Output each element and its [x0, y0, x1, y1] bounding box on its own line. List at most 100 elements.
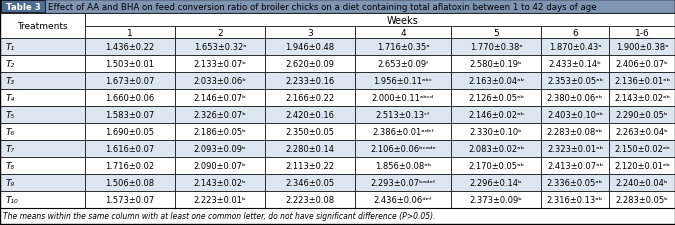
Bar: [355, 90, 451, 106]
Text: 2.283±0.05ᵇ: 2.283±0.05ᵇ: [616, 195, 668, 204]
Text: 2.413±0.07ᵃᵇ: 2.413±0.07ᵃᵇ: [547, 161, 603, 170]
Text: 2.263±0.04ᵇ: 2.263±0.04ᵇ: [616, 127, 668, 136]
Bar: [85, 73, 175, 90]
Text: 2.293±0.07ᵇᵃᵈᵉᶠ: 2.293±0.07ᵇᵃᵈᵉᶠ: [371, 178, 436, 187]
Text: 2.240±0.04ᵇ: 2.240±0.04ᵇ: [616, 178, 668, 187]
Bar: [265, 157, 355, 174]
Bar: [609, 140, 675, 157]
Bar: [609, 90, 675, 106]
Text: 2.420±0.16: 2.420±0.16: [286, 110, 335, 119]
Bar: [451, 27, 541, 39]
Bar: [265, 27, 355, 39]
Bar: [451, 106, 541, 124]
Bar: [0, 90, 85, 106]
Text: T₆: T₆: [6, 127, 15, 136]
Text: 2.436±0.06ᵈᵉᶠ: 2.436±0.06ᵈᵉᶠ: [374, 195, 432, 204]
Text: 1.436±0.22: 1.436±0.22: [105, 43, 155, 52]
Bar: [175, 27, 265, 39]
Text: 2.186±0.05ᵇ: 2.186±0.05ᵇ: [194, 127, 246, 136]
Bar: [609, 191, 675, 208]
Bar: [451, 39, 541, 56]
Bar: [355, 56, 451, 73]
Text: 2.386±0.01ᵃᵈᵉᶠ: 2.386±0.01ᵃᵈᵉᶠ: [372, 127, 434, 136]
Bar: [85, 124, 175, 140]
Text: 6: 6: [572, 28, 578, 37]
Bar: [355, 124, 451, 140]
Bar: [609, 174, 675, 191]
Bar: [0, 73, 85, 90]
Text: 2.330±0.10ᵇ: 2.330±0.10ᵇ: [470, 127, 522, 136]
Bar: [85, 174, 175, 191]
Text: The means within the same column with at least one common letter, do not have si: The means within the same column with at…: [3, 212, 435, 220]
Bar: [451, 73, 541, 90]
Bar: [0, 106, 85, 124]
Bar: [0, 0, 675, 14]
Text: 2.406±0.07ᵇ: 2.406±0.07ᵇ: [616, 60, 668, 69]
Text: 2.620±0.09: 2.620±0.09: [286, 60, 335, 69]
Text: 2.166±0.22: 2.166±0.22: [286, 94, 335, 103]
Bar: [175, 140, 265, 157]
Text: 1.653±0.32ᵃ: 1.653±0.32ᵃ: [194, 43, 246, 52]
Bar: [265, 39, 355, 56]
Bar: [541, 106, 609, 124]
Text: 2.133±0.07ᵇ: 2.133±0.07ᵇ: [194, 60, 246, 69]
Text: T₇: T₇: [6, 144, 15, 153]
Text: T₁₀: T₁₀: [6, 195, 19, 204]
Bar: [609, 56, 675, 73]
Text: 2.316±0.13ᵃᵇ: 2.316±0.13ᵃᵇ: [547, 195, 603, 204]
Bar: [175, 39, 265, 56]
Text: 2.163±0.04ᵃᵇ: 2.163±0.04ᵃᵇ: [468, 77, 524, 86]
Bar: [451, 174, 541, 191]
Text: 2.083±0.02ᵃᵇ: 2.083±0.02ᵃᵇ: [468, 144, 524, 153]
Text: 1.690±0.05: 1.690±0.05: [105, 127, 155, 136]
Text: 2.653±0.09ᶠ: 2.653±0.09ᶠ: [377, 60, 429, 69]
Bar: [265, 174, 355, 191]
Text: 1.870±0.43ᵃ: 1.870±0.43ᵃ: [549, 43, 601, 52]
Text: Weeks: Weeks: [387, 16, 419, 25]
Text: 2.126±0.05ᵃᵇ: 2.126±0.05ᵃᵇ: [468, 94, 524, 103]
Text: T₈: T₈: [6, 161, 15, 170]
Text: Treatments: Treatments: [17, 22, 68, 31]
Text: 1.506±0.08: 1.506±0.08: [105, 178, 155, 187]
Bar: [175, 157, 265, 174]
Text: 2.296±0.14ᵇ: 2.296±0.14ᵇ: [470, 178, 522, 187]
Bar: [541, 27, 609, 39]
Bar: [355, 39, 451, 56]
Bar: [265, 106, 355, 124]
Text: 1.583±0.07: 1.583±0.07: [105, 110, 155, 119]
Bar: [609, 27, 675, 39]
Bar: [0, 124, 85, 140]
Bar: [175, 174, 265, 191]
Text: 2.090±0.07ᵇ: 2.090±0.07ᵇ: [194, 161, 246, 170]
Text: 2.143±0.02ᵇ: 2.143±0.02ᵇ: [194, 178, 246, 187]
Text: 2.120±0.01ᵃᵇ: 2.120±0.01ᵃᵇ: [614, 161, 670, 170]
Bar: [0, 39, 85, 56]
Bar: [0, 14, 85, 39]
Text: 2.323±0.01ᵃᵇ: 2.323±0.01ᵃᵇ: [547, 144, 603, 153]
Bar: [541, 90, 609, 106]
Text: 3: 3: [307, 28, 313, 37]
Text: 2.093±0.09ᵇ: 2.093±0.09ᵇ: [194, 144, 246, 153]
Text: 2.350±0.05: 2.350±0.05: [286, 127, 335, 136]
Bar: [451, 140, 541, 157]
Text: 1.856±0.08ᵃᵇ: 1.856±0.08ᵃᵇ: [375, 161, 431, 170]
Bar: [1, 1, 45, 13]
Bar: [0, 208, 675, 224]
Bar: [355, 27, 451, 39]
Bar: [355, 140, 451, 157]
Bar: [175, 56, 265, 73]
Bar: [541, 124, 609, 140]
Text: 1.716±0.02: 1.716±0.02: [105, 161, 155, 170]
Text: 1.573±0.07: 1.573±0.07: [105, 195, 155, 204]
Bar: [451, 191, 541, 208]
Text: Effect of AA and BHA on feed conversion ratio of broiler chicks on a diet contai: Effect of AA and BHA on feed conversion …: [48, 2, 597, 11]
Text: 1.900±0.38ᵃ: 1.900±0.38ᵃ: [616, 43, 668, 52]
Text: 2.433±0.14ᵇ: 2.433±0.14ᵇ: [549, 60, 601, 69]
Text: 2.146±0.07ᵇ: 2.146±0.07ᵇ: [194, 94, 246, 103]
Bar: [541, 73, 609, 90]
Text: 2.283±0.08ᵃᵇ: 2.283±0.08ᵃᵇ: [547, 127, 603, 136]
Bar: [0, 174, 85, 191]
Text: 2.336±0.05ᵃᵇ: 2.336±0.05ᵃᵇ: [547, 178, 603, 187]
Text: 2.280±0.14: 2.280±0.14: [286, 144, 335, 153]
Bar: [451, 157, 541, 174]
